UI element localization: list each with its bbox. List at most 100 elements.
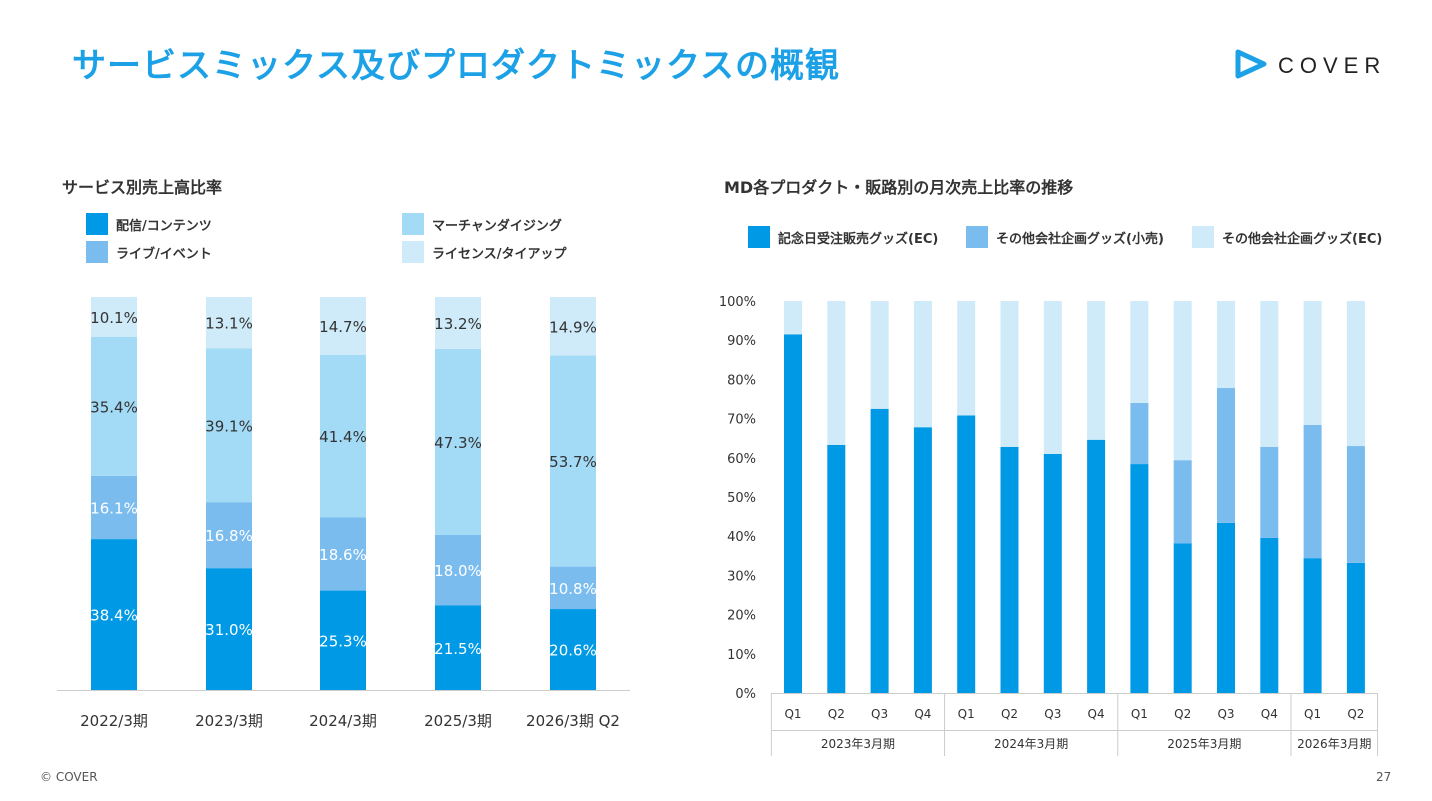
data-label: 18.0% bbox=[434, 562, 482, 580]
bar-segment bbox=[435, 348, 481, 535]
data-label: 13.2% bbox=[434, 315, 482, 333]
data-label: 35.4% bbox=[90, 398, 138, 416]
x-tick-label: Q3 bbox=[1044, 707, 1061, 721]
bar-segment bbox=[1346, 301, 1365, 447]
legend-label: その他会社企画グッズ(EC) bbox=[1222, 231, 1383, 247]
bar-segment bbox=[957, 415, 976, 693]
bar-segment bbox=[320, 297, 366, 355]
bar-segment bbox=[1346, 446, 1365, 563]
logo-text: COVER bbox=[1278, 53, 1387, 78]
bar-segment bbox=[91, 336, 137, 476]
data-label: 21.5% bbox=[434, 640, 482, 658]
data-label: 38.4% bbox=[90, 607, 138, 625]
x-group-label: 2023年3月期 bbox=[821, 737, 895, 751]
legend-swatch bbox=[86, 213, 108, 235]
x-group-label: 2025年3月期 bbox=[1167, 737, 1241, 751]
y-tick-label: 80% bbox=[727, 373, 756, 388]
y-tick-label: 30% bbox=[727, 569, 756, 584]
legend-label: ライブ/イベント bbox=[116, 246, 212, 262]
bar-segment bbox=[1087, 439, 1106, 693]
x-tick-label: Q4 bbox=[1261, 707, 1278, 721]
legend-swatch bbox=[1192, 226, 1214, 248]
bar-segment bbox=[870, 408, 889, 693]
x-tick-label: Q2 bbox=[1001, 707, 1018, 721]
legend-swatch bbox=[86, 241, 108, 263]
y-tick-label: 70% bbox=[727, 413, 756, 428]
legend-swatch bbox=[748, 226, 770, 248]
data-label: 16.1% bbox=[90, 499, 138, 517]
bar-segment bbox=[1173, 301, 1192, 461]
data-label: 25.3% bbox=[319, 632, 367, 650]
bar-segment bbox=[1260, 537, 1279, 693]
bar-segment bbox=[1217, 388, 1235, 523]
bar-segment bbox=[320, 590, 366, 690]
bar-segment bbox=[206, 502, 252, 569]
y-tick-label: 20% bbox=[727, 609, 756, 624]
bar-segment bbox=[913, 427, 932, 693]
bar-segment bbox=[1346, 562, 1365, 693]
bar-segment bbox=[1217, 522, 1235, 693]
legend-item-anniversary-ec: 記念日受注販売グッズ(EC) bbox=[748, 226, 938, 248]
bar-segment bbox=[91, 475, 137, 540]
data-label: 41.4% bbox=[319, 428, 367, 446]
bar-segment bbox=[91, 297, 137, 337]
page-number: 27 bbox=[1376, 770, 1392, 784]
bar-segment bbox=[550, 566, 596, 610]
bar-segment bbox=[206, 348, 252, 503]
bar-segment bbox=[206, 568, 252, 690]
x-tick-label: 2023/3期 bbox=[195, 712, 263, 730]
bar-segment bbox=[435, 605, 481, 690]
legend-label: ライセンス/タイアップ bbox=[432, 246, 567, 262]
bar-segment bbox=[435, 534, 481, 606]
data-label: 18.6% bbox=[319, 546, 367, 564]
bar-segment bbox=[1217, 301, 1235, 389]
x-group-label: 2026年3月期 bbox=[1297, 737, 1371, 751]
bar-segment bbox=[1303, 558, 1322, 693]
x-group-label: 2024年3月期 bbox=[994, 737, 1068, 751]
bar-segment bbox=[1303, 424, 1322, 559]
bar-segment bbox=[1130, 301, 1149, 403]
bar-segment bbox=[784, 301, 802, 335]
x-tick-label: Q4 bbox=[914, 707, 931, 721]
y-tick-label: 100% bbox=[719, 295, 756, 310]
bar-segment bbox=[1173, 543, 1192, 693]
bar-segment bbox=[1303, 301, 1322, 425]
x-tick-label: Q2 bbox=[828, 707, 845, 721]
x-tick-label: Q1 bbox=[958, 707, 975, 721]
legend-item-live: ライブ/イベント bbox=[86, 241, 212, 263]
legend-item-other-ec: その他会社企画グッズ(EC) bbox=[1192, 226, 1382, 248]
x-tick-label: 2025/3期 bbox=[424, 712, 492, 730]
bar-segment bbox=[550, 609, 596, 690]
data-label: 16.8% bbox=[205, 527, 253, 545]
bar-segment bbox=[550, 355, 596, 567]
legend-item-merchandising: マーチャンダイジング bbox=[402, 213, 562, 235]
data-label: 13.1% bbox=[205, 315, 253, 333]
service-revenue-chart: 38.4% 16.1% 35.4% 10.1% 2022/3期 31.0% 16.8% 39.… bbox=[57, 297, 630, 730]
x-tick-label: Q2 bbox=[1174, 707, 1191, 721]
legend-label: その他会社企画グッズ(小売) bbox=[996, 231, 1164, 247]
bar-segment bbox=[827, 444, 846, 693]
x-tick-label: Q1 bbox=[1304, 707, 1321, 721]
bar-segment bbox=[870, 301, 889, 409]
bar-segment bbox=[1260, 301, 1279, 447]
x-tick-label: Q3 bbox=[871, 707, 888, 721]
x-tick-label: 2022/3期 bbox=[80, 712, 148, 730]
bar-segment bbox=[1087, 301, 1106, 440]
x-tick-label: Q1 bbox=[784, 707, 801, 721]
data-label: 10.1% bbox=[90, 309, 138, 327]
bar-segment bbox=[1043, 453, 1062, 693]
bar-segment bbox=[1173, 460, 1192, 544]
bar-segment bbox=[1000, 301, 1019, 447]
legend-swatch bbox=[402, 213, 424, 235]
legend-item-other-retail: その他会社企画グッズ(小売) bbox=[966, 226, 1164, 248]
bar-segment bbox=[1130, 402, 1149, 465]
bar-segment bbox=[1043, 301, 1062, 454]
y-tick-label: 60% bbox=[727, 452, 756, 467]
y-tick-label: 50% bbox=[727, 491, 756, 506]
bar-segment bbox=[1000, 446, 1019, 693]
bar-segment bbox=[320, 517, 366, 591]
bar-segment bbox=[550, 297, 596, 356]
legend-swatch bbox=[966, 226, 988, 248]
data-label: 14.9% bbox=[549, 318, 597, 336]
